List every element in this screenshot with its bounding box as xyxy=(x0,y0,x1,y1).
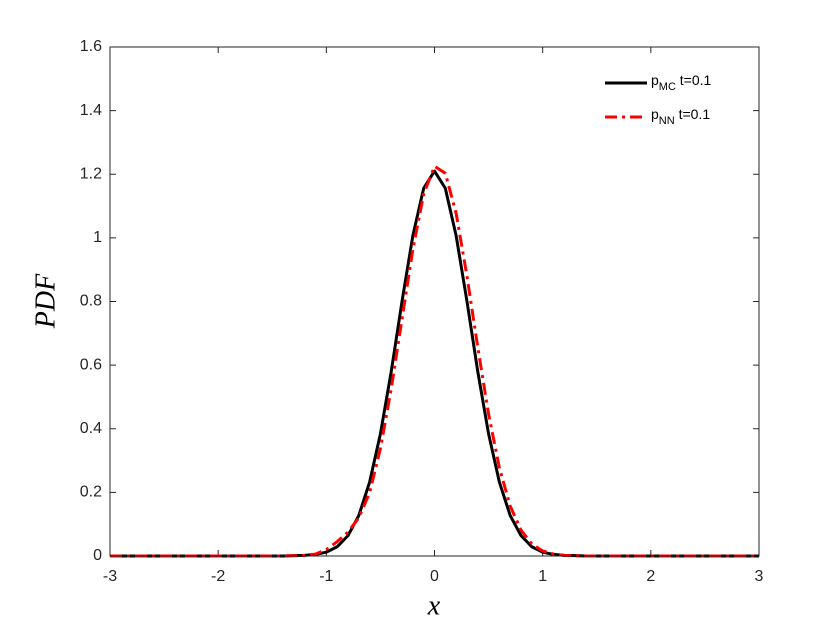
x-axis-label: x xyxy=(427,590,441,621)
y-tick-label: 1.4 xyxy=(80,102,102,119)
y-tick-label: 0 xyxy=(93,547,102,564)
x-tick-label: -2 xyxy=(211,568,225,585)
y-tick-label: 1.2 xyxy=(80,165,102,182)
y-tick-label: 1 xyxy=(93,229,102,246)
y-tick-label: 0.2 xyxy=(80,484,102,501)
y-axis-label: PDF xyxy=(30,273,61,329)
y-tick-label: 0.4 xyxy=(80,420,102,437)
x-tick-label: 1 xyxy=(538,568,547,585)
x-tick-label: 3 xyxy=(755,568,764,585)
y-tick-label: 1.6 xyxy=(80,38,102,55)
plot-frame xyxy=(109,46,760,557)
x-tick-label: -1 xyxy=(319,568,333,585)
y-tick-label: 0.6 xyxy=(80,356,102,373)
legend-label: pMC t=0.1 xyxy=(651,72,712,93)
y-tick-label: 0.8 xyxy=(80,293,102,310)
legend-label: pNN t=0.1 xyxy=(651,106,710,127)
x-tick-label: 0 xyxy=(430,568,439,585)
x-tick-label: 2 xyxy=(646,568,655,585)
x-tick-label: -3 xyxy=(103,568,117,585)
